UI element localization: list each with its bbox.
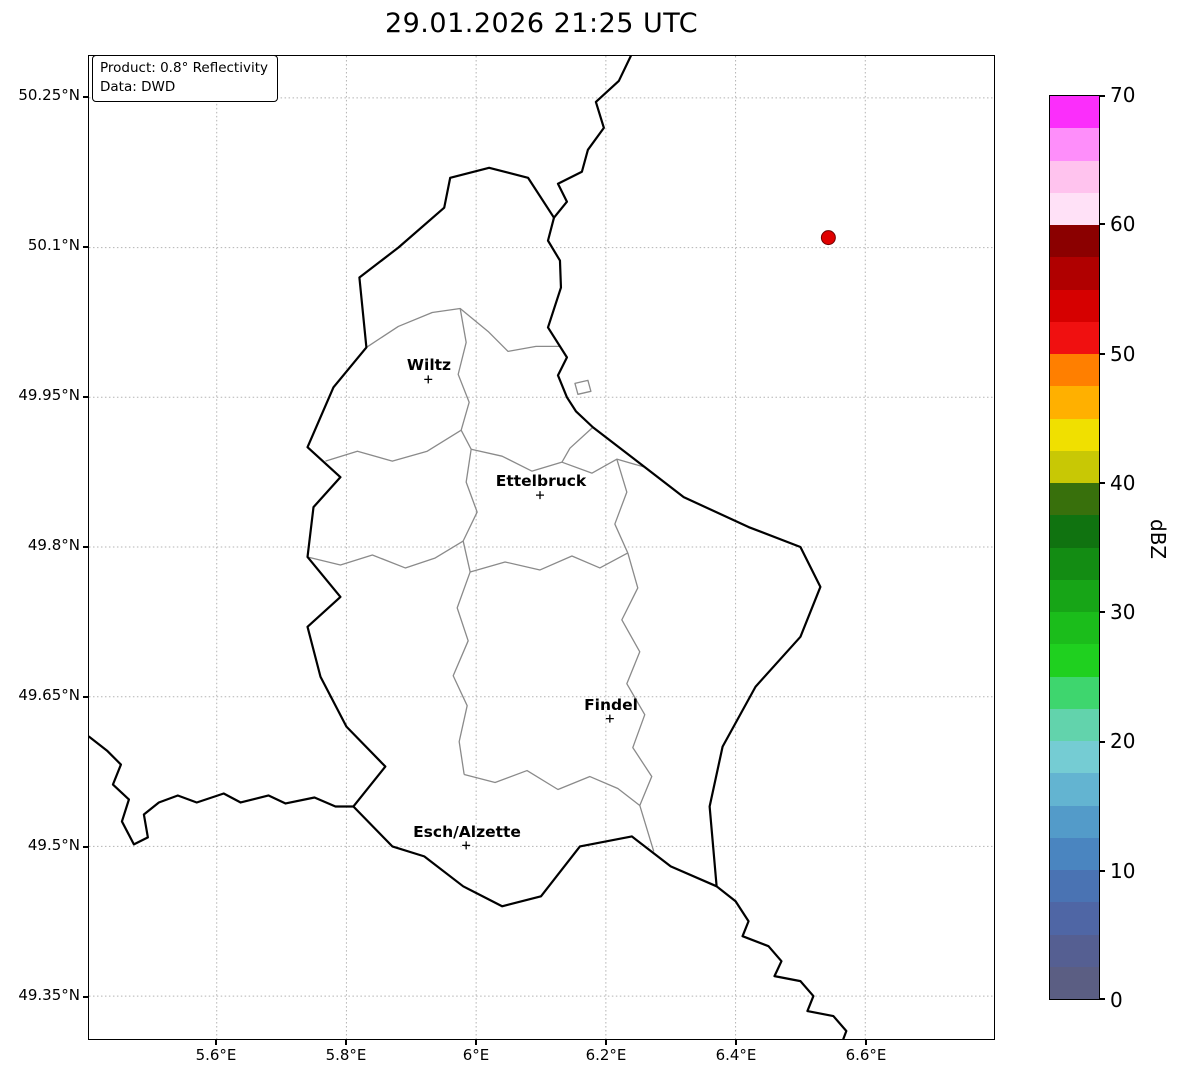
- colorbar-tick-mark: [1100, 223, 1105, 225]
- country-borders: [89, 56, 848, 1039]
- data-source-line: Data: DWD: [100, 78, 176, 95]
- x-tick-label: 6°E: [462, 1046, 490, 1064]
- colorbar-tick-label: 10: [1110, 859, 1136, 883]
- x-tick-mark: [475, 1040, 477, 1045]
- colorbar-tick-label: 70: [1110, 83, 1136, 107]
- colorbar: [1049, 95, 1100, 1000]
- product-info-box: Product: 0.8° Reflectivity Data: DWD: [92, 55, 278, 102]
- colorbar-tick-label: 20: [1110, 729, 1136, 753]
- colorbar-segment: [1050, 741, 1099, 774]
- colorbar-segment: [1050, 773, 1099, 806]
- y-tick-label: 49.65°N: [18, 686, 80, 704]
- colorbar-segment: [1050, 612, 1099, 645]
- y-tick-label: 49.5°N: [27, 836, 80, 854]
- colorbar-segment: [1050, 515, 1099, 548]
- colorbar-segment: [1050, 96, 1099, 129]
- y-tick-mark: [83, 996, 88, 998]
- map-plot-area: Product: 0.8° Reflectivity Data: DWD: [88, 55, 995, 1040]
- colorbar-segment: [1050, 354, 1099, 387]
- colorbar-segment: [1050, 870, 1099, 903]
- city-label-findel: Findel: [584, 696, 638, 714]
- colorbar-segment: [1050, 225, 1099, 258]
- product-line: Product: 0.8° Reflectivity: [100, 60, 268, 76]
- colorbar-tick-label: 40: [1110, 471, 1136, 495]
- colorbar-tick-mark: [1100, 741, 1105, 743]
- y-tick-label: 49.35°N: [18, 986, 80, 1004]
- colorbar-segment: [1050, 483, 1099, 516]
- y-tick-mark: [83, 96, 88, 98]
- y-tick-mark: [83, 396, 88, 398]
- radar-echo-dot: [820, 230, 836, 246]
- city-markers: [424, 375, 614, 850]
- colorbar-tick-label: 60: [1110, 212, 1136, 236]
- colorbar-tick-mark: [1100, 482, 1105, 484]
- colorbar-segment: [1050, 418, 1099, 451]
- city-marker-findel: [605, 714, 614, 723]
- city-marker-wiltz: [424, 375, 433, 384]
- colorbar-segment: [1050, 289, 1099, 322]
- colorbar-tick-label: 30: [1110, 600, 1136, 624]
- colorbar-tick-mark: [1100, 95, 1105, 97]
- colorbar-segment: [1050, 902, 1099, 935]
- france-germany-border: [715, 885, 848, 1039]
- x-tick-label: 6.4°E: [715, 1046, 757, 1064]
- colorbar-segment: [1050, 708, 1099, 741]
- x-tick-label: 5.8°E: [325, 1046, 367, 1064]
- x-tick-label: 5.6°E: [195, 1046, 237, 1064]
- colorbar-segment: [1050, 128, 1099, 161]
- y-tick-mark: [83, 696, 88, 698]
- colorbar-segment: [1050, 257, 1099, 290]
- y-tick-label: 50.25°N: [18, 86, 80, 104]
- grid-lines: [89, 56, 994, 1039]
- x-tick-label: 6.6°E: [845, 1046, 887, 1064]
- colorbar-segment: [1050, 547, 1099, 580]
- x-tick-mark: [735, 1040, 737, 1045]
- colorbar-segment: [1050, 579, 1099, 612]
- x-tick-mark: [345, 1040, 347, 1045]
- city-marker-esch: [462, 841, 471, 850]
- map-canvas: [89, 56, 994, 1039]
- colorbar-tick-label: 0: [1110, 988, 1123, 1012]
- district-borders: [307, 307, 655, 852]
- y-tick-mark: [83, 246, 88, 248]
- figure-title: 29.01.2026 21:25 UTC: [384, 8, 699, 39]
- colorbar-tick-mark: [1100, 998, 1105, 1000]
- colorbar-segment: [1050, 934, 1099, 967]
- colorbar-segment: [1050, 966, 1099, 999]
- city-label-wiltz: Wiltz: [406, 356, 452, 374]
- city-label-esch: Esch/Alzette: [413, 823, 521, 841]
- colorbar-tick-mark: [1100, 611, 1105, 613]
- y-tick-label: 50.1°N: [27, 236, 80, 254]
- colorbar-segment: [1050, 676, 1099, 709]
- colorbar-segment: [1050, 386, 1099, 419]
- colorbar-tick-mark: [1100, 870, 1105, 872]
- y-tick-label: 49.95°N: [18, 386, 80, 404]
- x-tick-mark: [865, 1040, 867, 1045]
- colorbar-segment: [1050, 837, 1099, 870]
- city-marker-ettelbruck: [536, 491, 544, 500]
- colorbar-segment: [1050, 805, 1099, 838]
- y-tick-label: 49.8°N: [27, 536, 80, 554]
- luxembourg-outline: [306, 166, 822, 908]
- colorbar-tick-label: 50: [1110, 342, 1136, 366]
- x-tick-mark: [605, 1040, 607, 1045]
- colorbar-segment: [1050, 160, 1099, 193]
- x-tick-mark: [215, 1040, 217, 1045]
- y-tick-mark: [83, 846, 88, 848]
- colorbar-segment: [1050, 321, 1099, 354]
- colorbar-segment: [1050, 644, 1099, 677]
- y-tick-mark: [83, 546, 88, 548]
- colorbar-segment: [1050, 450, 1099, 483]
- x-tick-label: 6.2°E: [585, 1046, 627, 1064]
- colorbar-tick-mark: [1100, 353, 1105, 355]
- belgium-germany-border: [552, 56, 632, 219]
- colorbar-unit-label: dBZ: [1146, 519, 1170, 560]
- city-label-ettelbruck: Ettelbruck: [495, 472, 587, 490]
- colorbar-segment: [1050, 192, 1099, 225]
- belgium-france-border: [89, 735, 355, 846]
